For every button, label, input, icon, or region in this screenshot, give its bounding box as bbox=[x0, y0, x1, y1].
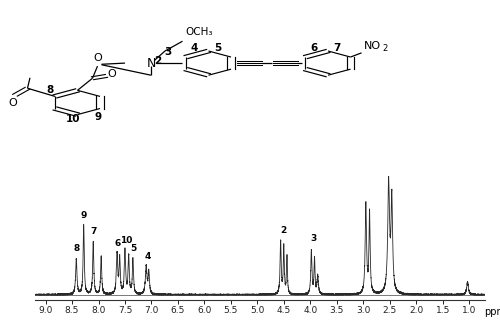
Text: O: O bbox=[107, 69, 116, 79]
Text: 3: 3 bbox=[311, 234, 317, 244]
Text: OCH₃: OCH₃ bbox=[185, 26, 212, 37]
Text: 10: 10 bbox=[120, 236, 132, 244]
Text: O: O bbox=[93, 53, 102, 63]
Text: 2: 2 bbox=[382, 44, 388, 53]
Text: 2: 2 bbox=[280, 226, 287, 235]
Text: 6: 6 bbox=[310, 43, 318, 53]
Text: O: O bbox=[8, 98, 17, 108]
Text: 8: 8 bbox=[46, 85, 54, 95]
Text: 6: 6 bbox=[115, 239, 121, 248]
Text: 4: 4 bbox=[144, 252, 151, 261]
Text: 7: 7 bbox=[90, 227, 96, 236]
Text: 5: 5 bbox=[130, 244, 136, 253]
Text: 4: 4 bbox=[191, 43, 198, 53]
Text: 9: 9 bbox=[95, 112, 102, 122]
Text: 9: 9 bbox=[80, 211, 87, 219]
Text: ppm: ppm bbox=[484, 307, 500, 318]
Text: 8: 8 bbox=[73, 244, 80, 253]
Text: 7: 7 bbox=[334, 43, 340, 53]
Text: 3: 3 bbox=[164, 47, 171, 57]
Text: N: N bbox=[146, 57, 156, 70]
Text: NO: NO bbox=[364, 40, 381, 51]
Text: 2: 2 bbox=[154, 56, 161, 66]
Text: 5: 5 bbox=[214, 43, 221, 53]
Text: 10: 10 bbox=[66, 114, 81, 124]
